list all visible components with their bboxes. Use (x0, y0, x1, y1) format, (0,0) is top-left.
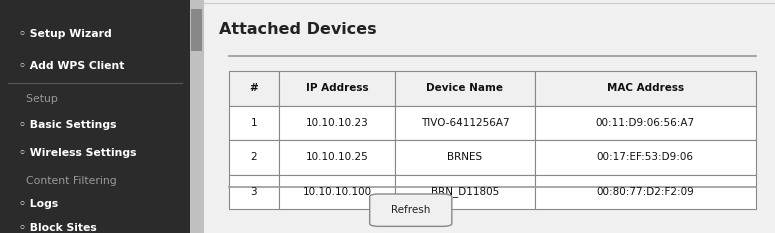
Bar (229, 106, 279, 140)
Bar (190, 0, 204, 233)
Text: #: # (250, 83, 258, 93)
Text: ◦ Wireless Settings: ◦ Wireless Settings (19, 148, 137, 158)
Bar (535, 71, 756, 106)
Text: ◦ Setup Wizard: ◦ Setup Wizard (19, 29, 112, 39)
Text: 00:80:77:D2:F2:09: 00:80:77:D2:F2:09 (596, 187, 694, 197)
Text: 00:11:D9:06:56:A7: 00:11:D9:06:56:A7 (596, 118, 694, 128)
Text: ◦ Basic Settings: ◦ Basic Settings (19, 120, 117, 130)
Text: BRN_D11805: BRN_D11805 (431, 186, 499, 197)
Bar (279, 140, 395, 175)
Text: 10.10.10.100: 10.10.10.100 (302, 187, 372, 197)
Bar (395, 106, 535, 140)
Text: BRNES: BRNES (447, 152, 483, 162)
Bar (191, 9, 202, 51)
Text: Setup: Setup (19, 94, 58, 104)
Bar (535, 106, 756, 140)
Bar (229, 140, 279, 175)
Text: ◦ Add WPS Client: ◦ Add WPS Client (19, 62, 125, 71)
Bar (229, 71, 279, 106)
Text: 10.10.10.25: 10.10.10.25 (306, 152, 368, 162)
Text: Device Name: Device Name (426, 83, 504, 93)
Text: 1: 1 (250, 118, 257, 128)
Text: 00:17:EF:53:D9:06: 00:17:EF:53:D9:06 (597, 152, 694, 162)
Text: IP Address: IP Address (306, 83, 368, 93)
Text: Attached Devices: Attached Devices (219, 22, 377, 37)
Bar (535, 140, 756, 175)
Text: 2: 2 (250, 152, 257, 162)
Text: 3: 3 (250, 187, 257, 197)
Bar (395, 175, 535, 209)
Text: Content Filtering: Content Filtering (19, 176, 117, 185)
Bar (279, 175, 395, 209)
Bar (279, 71, 395, 106)
Text: 10.10.10.23: 10.10.10.23 (306, 118, 368, 128)
FancyBboxPatch shape (370, 194, 452, 226)
Bar (229, 175, 279, 209)
Bar (279, 106, 395, 140)
Bar (535, 175, 756, 209)
Bar (395, 140, 535, 175)
Text: MAC Address: MAC Address (607, 83, 684, 93)
Bar (395, 71, 535, 106)
Bar (0, 0, 190, 233)
Text: ◦ Block Sites: ◦ Block Sites (19, 223, 97, 233)
Text: ◦ Logs: ◦ Logs (19, 199, 59, 209)
Text: Refresh: Refresh (391, 205, 430, 215)
Text: TIVO-6411256A7: TIVO-6411256A7 (421, 118, 509, 128)
